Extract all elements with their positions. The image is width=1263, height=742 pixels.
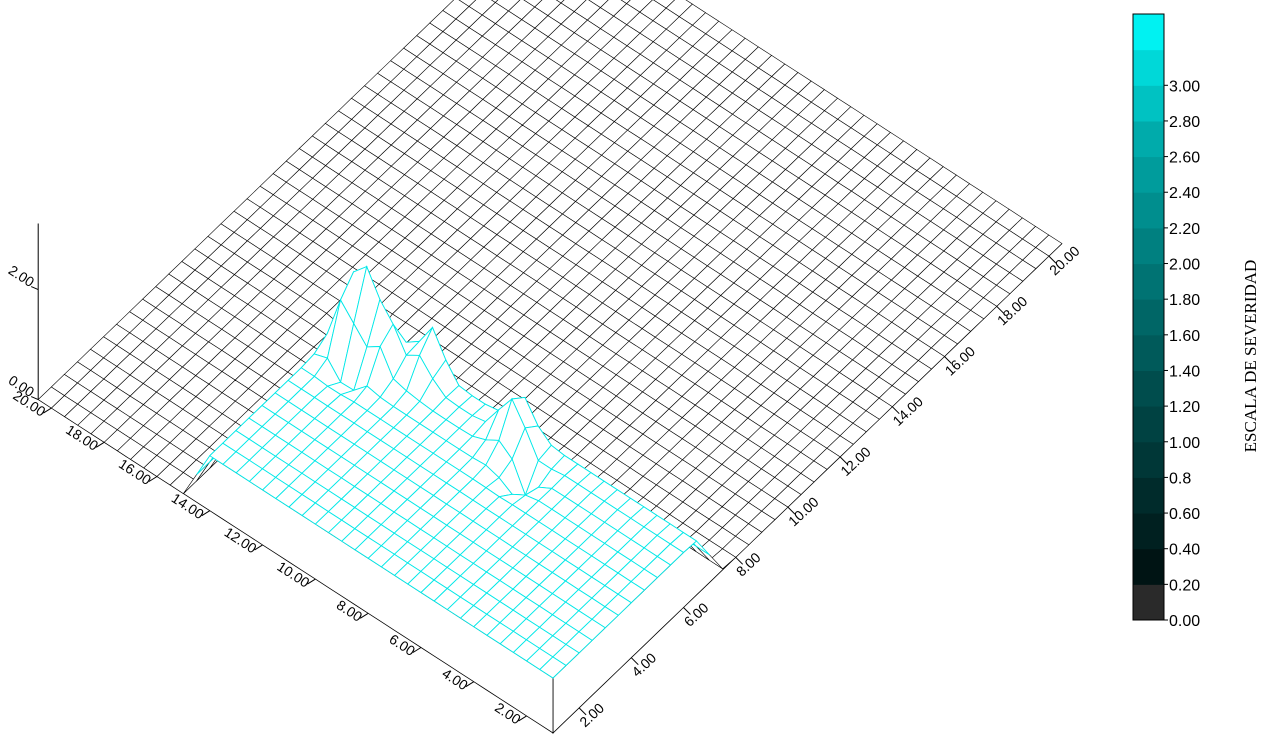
surface-mesh	[37, 0, 1063, 734]
colorbar-tick-label: 2.00	[1169, 257, 1200, 274]
colorbar-frame	[1132, 13, 1165, 621]
z-tick	[31, 396, 39, 401]
colorbar-tick-label: 2.40	[1169, 185, 1200, 202]
x-tick	[735, 556, 744, 565]
colorbar-swatch	[1133, 548, 1164, 585]
colorbar-swatch	[1133, 334, 1164, 371]
colorbar-tick-label: 2.80	[1169, 114, 1200, 131]
y-tick	[359, 612, 369, 619]
colorbar-tick-label: 1.40	[1169, 363, 1200, 380]
x-tick	[996, 305, 1005, 314]
colorbar: 0.00 0.20 0.40 0.60 0.8 1.00 1.20 1.40 1.60 1.80 2…	[1132, 13, 1260, 630]
colorbar-swatch	[1133, 441, 1164, 478]
surface-cell	[539, 656, 567, 679]
y-tick	[95, 441, 105, 448]
z-tick	[31, 286, 39, 291]
y-tick	[201, 510, 211, 517]
y-tick	[465, 681, 475, 688]
colorbar-swatch	[1133, 477, 1164, 514]
colorbar-swatch	[1133, 263, 1164, 300]
y-tick	[412, 647, 422, 653]
y-tick	[518, 715, 527, 722]
colorbar-swatch	[1133, 192, 1164, 229]
colorbar-tick-label: 1.00	[1169, 435, 1200, 452]
surface-cell	[555, 0, 565, 4]
colorbar-swatch	[1133, 227, 1164, 265]
x-tick	[1048, 255, 1057, 264]
colorbar-tick-label: 2.60	[1169, 150, 1200, 167]
y-tick	[148, 476, 158, 482]
y-tick	[43, 407, 52, 414]
colorbar-swatch	[1133, 299, 1164, 336]
colorbar-swatch	[1133, 513, 1164, 550]
colorbar-swatch	[1133, 85, 1164, 122]
x-tick	[630, 657, 639, 666]
surface-cell	[490, 0, 499, 3]
colorbar-tick-label: 0.20	[1169, 577, 1200, 594]
y-tick	[307, 578, 316, 585]
colorbar-swatch	[1133, 14, 1164, 51]
x-tick	[578, 707, 587, 716]
colorbar-tick-label: 0.00	[1169, 613, 1200, 630]
y-tick	[254, 544, 263, 551]
x-tick	[787, 506, 796, 515]
colorbar-swatch	[1133, 370, 1164, 407]
colorbar-tick-label: 0.8	[1169, 470, 1191, 487]
colorbar-swatch	[1133, 584, 1164, 621]
x-tick	[839, 456, 848, 465]
colorbar-tick-label: 1.80	[1169, 292, 1200, 309]
surface-cell	[620, 0, 631, 4]
colorbar-tick-label: 0.40	[1169, 542, 1200, 559]
colorbar-swatch	[1133, 406, 1164, 443]
colorbar-tick-label: 1.60	[1169, 328, 1200, 345]
colorbar-tick-label: 2.20	[1169, 221, 1200, 238]
x-tick	[683, 607, 691, 615]
colorbar-tick-label: 1.20	[1169, 399, 1200, 416]
colorbar-tick-label: 0.60	[1169, 506, 1200, 523]
x-tick	[891, 406, 900, 415]
colorbar-swatch	[1133, 120, 1164, 158]
colorbar-tick-label: 3.00	[1169, 78, 1200, 95]
colorbar-title: ESCALA DE SEVERIDAD	[1241, 260, 1260, 453]
x-tick	[944, 356, 952, 364]
colorbar-swatch	[1133, 49, 1164, 86]
z-tick-label: 2.00	[6, 262, 38, 290]
colorbar-swatch	[1133, 156, 1164, 193]
